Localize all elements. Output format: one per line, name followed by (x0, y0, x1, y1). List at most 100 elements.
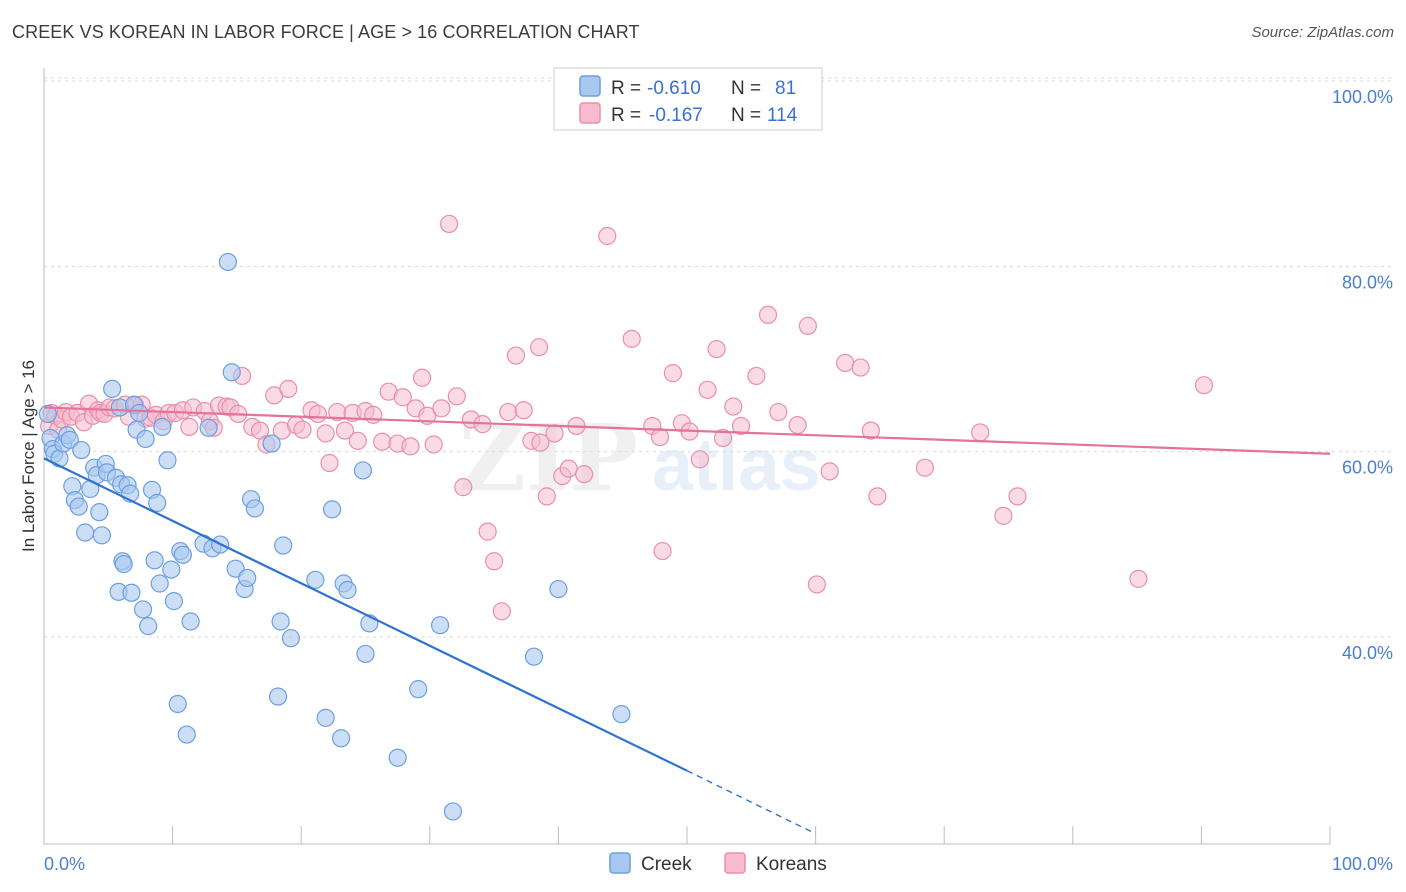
creek-point (122, 583, 141, 602)
korean-point (707, 339, 726, 359)
y-tick-label: 100.0% (1332, 87, 1393, 107)
creek-point (72, 440, 91, 460)
korean-point (180, 417, 199, 436)
creek-point (60, 430, 79, 449)
creek-point (162, 560, 181, 579)
chart-title: CREEK VS KOREAN IN LABOR FORCE | AGE > 1… (12, 22, 640, 42)
creek-point (50, 449, 69, 468)
korean-point (994, 506, 1013, 525)
korean-point (393, 388, 412, 407)
legend-r-value: -0.167 (649, 105, 703, 126)
creek-point (268, 687, 288, 706)
y-tick-label: 60.0% (1342, 458, 1393, 478)
creek-point (262, 434, 281, 453)
stats-legend: R = -0.610 N = 81 R = -0.167 N = 114 (553, 67, 823, 131)
korean-point (320, 453, 339, 473)
korean-point (485, 552, 504, 571)
legend-r-label: R = (611, 105, 641, 126)
creek-point (316, 708, 335, 727)
axes (43, 68, 1331, 845)
creek-point (92, 526, 111, 545)
creek-point (524, 647, 544, 666)
chart-source: Source: ZipAtlas.com (1251, 24, 1394, 41)
series-label-creek: Creek (641, 854, 692, 875)
korean-point (1008, 487, 1027, 506)
korean-point (545, 424, 564, 443)
korean-point (1129, 569, 1148, 588)
creek-point (199, 418, 218, 437)
creek-point (76, 523, 95, 542)
series-swatch-creek (609, 852, 631, 874)
creek-point (331, 729, 351, 748)
korean-point (650, 427, 670, 447)
creek-point (181, 612, 200, 631)
korean-point (690, 450, 709, 469)
korean-point (531, 433, 550, 452)
korean-point (432, 399, 451, 418)
creek-point (103, 379, 122, 398)
creek-point (153, 417, 172, 436)
watermark-atlas: atlas (652, 423, 821, 506)
legend-swatch-creek (579, 75, 601, 97)
korean-point (401, 437, 420, 456)
korean-trendline (43, 406, 1331, 455)
korean-point (364, 405, 383, 424)
korean-point (698, 380, 717, 399)
creek-point (38, 404, 57, 424)
korean-point (971, 423, 990, 442)
legend-n-label: N = (731, 78, 761, 99)
creek-point (222, 363, 241, 382)
trendlines (43, 406, 1331, 835)
creek-trendline-extension (686, 770, 816, 835)
korean-point (747, 366, 766, 386)
legend-n-value: 114 (767, 105, 798, 126)
creek-point (388, 748, 407, 767)
creek-point (158, 451, 177, 470)
korean-point (798, 316, 817, 335)
korean-point (861, 421, 880, 440)
creek-point (218, 252, 237, 272)
korean-point (439, 214, 459, 234)
korean-point (499, 402, 518, 422)
korean-point (454, 478, 473, 497)
korean-point (807, 575, 826, 594)
korean-point (758, 305, 778, 324)
korean-point (293, 420, 312, 439)
korean-point (769, 402, 788, 422)
creek-point (356, 644, 375, 664)
creek-point (177, 725, 196, 744)
series-legend: Creek Koreans (609, 852, 827, 875)
series-label-korean: Koreans (756, 854, 827, 875)
korean-point (598, 226, 617, 246)
x-tick-label: 0.0% (44, 854, 85, 874)
legend-n-label: N = (731, 105, 761, 126)
creek-point (338, 580, 357, 600)
korean-point (316, 424, 335, 443)
creek-point (136, 429, 155, 449)
korean-point (868, 487, 887, 506)
creek-point (430, 616, 450, 635)
korean-point (559, 459, 578, 478)
y-tick-label: 80.0% (1342, 272, 1393, 292)
korean-point (820, 462, 839, 481)
korean-point (622, 329, 641, 348)
legend-r-label: R = (611, 78, 641, 99)
creek-point (114, 554, 133, 574)
creek-point (90, 503, 109, 522)
korean-point (492, 602, 511, 621)
korean-point (663, 364, 682, 383)
x-tick-labels: 0.0% 100.0% (44, 854, 1393, 874)
creek-point (145, 551, 164, 570)
korean-point (537, 487, 556, 506)
korean-point (575, 465, 594, 484)
creek-point (130, 403, 149, 423)
creek-point (306, 570, 325, 589)
series-swatch-korean (724, 852, 746, 874)
korean-point (724, 397, 743, 416)
korean-point (348, 431, 367, 450)
korean-point (506, 346, 526, 365)
korean-point (308, 404, 328, 424)
korean-point (478, 522, 497, 541)
creek-point (133, 600, 153, 619)
